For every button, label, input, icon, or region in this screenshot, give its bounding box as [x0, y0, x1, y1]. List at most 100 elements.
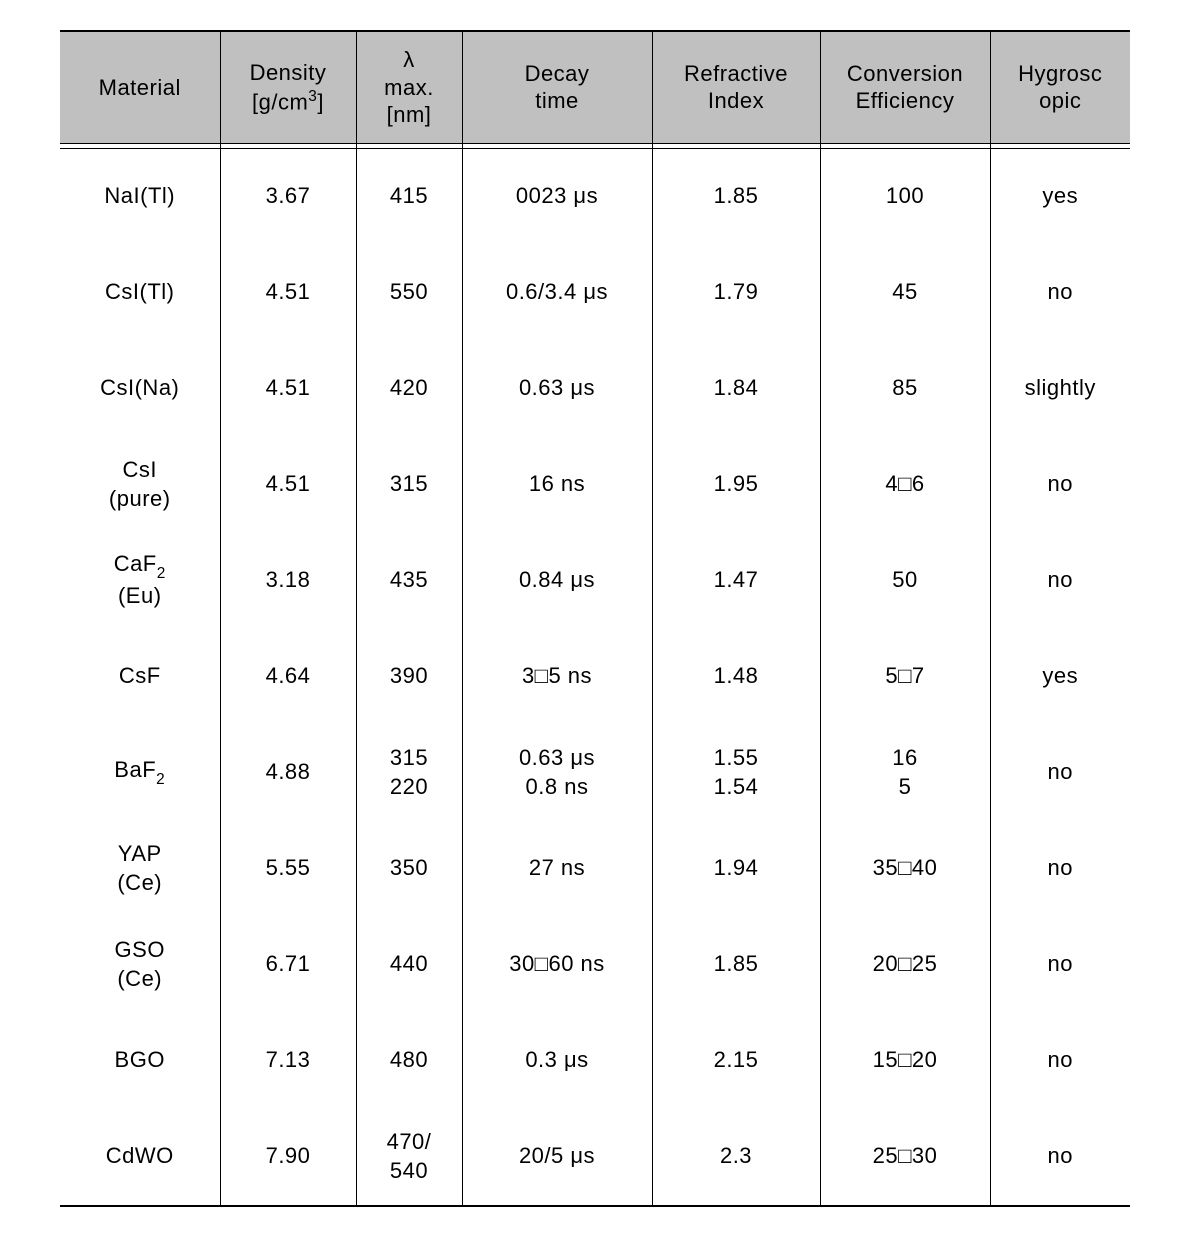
col-header-lambda: λmax.[nm]: [356, 31, 462, 143]
cell-material: NaI(Tl): [60, 148, 220, 245]
table-row: YAP(Ce)5.5535027 ns1.9435□40no: [60, 821, 1130, 917]
cell-lambda: 435: [356, 533, 462, 629]
cell-hygro: no: [990, 533, 1130, 629]
cell-lambda: 470/540: [356, 1109, 462, 1206]
page: MaterialDensity[g/cm3]λmax.[nm]Decaytime…: [0, 0, 1190, 1247]
cell-material: CsI(Na): [60, 341, 220, 437]
cell-conveff: 100: [820, 148, 990, 245]
table-body: NaI(Tl)3.674150023 μs1.85100yesCsI(Tl)4.…: [60, 148, 1130, 1206]
cell-hygro: no: [990, 1109, 1130, 1206]
table-row: BaF24.883152200.63 μs0.8 ns1.551.54165no: [60, 725, 1130, 821]
cell-hygro: no: [990, 245, 1130, 341]
cell-decay: 27 ns: [462, 821, 652, 917]
cell-hygro: yes: [990, 629, 1130, 725]
table-row: BGO7.134800.3 μs2.1515□20no: [60, 1013, 1130, 1109]
cell-decay: 3□5 ns: [462, 629, 652, 725]
table-row: CsI(Na)4.514200.63 μs1.8485slightly: [60, 341, 1130, 437]
cell-material: BaF2: [60, 725, 220, 821]
cell-density: 4.51: [220, 437, 356, 533]
cell-refidx: 1.85: [652, 917, 820, 1013]
cell-refidx: 1.84: [652, 341, 820, 437]
cell-lambda: 315220: [356, 725, 462, 821]
cell-refidx: 1.48: [652, 629, 820, 725]
cell-lambda: 350: [356, 821, 462, 917]
cell-refidx: 1.79: [652, 245, 820, 341]
cell-material: BGO: [60, 1013, 220, 1109]
cell-hygro: no: [990, 917, 1130, 1013]
cell-lambda: 315: [356, 437, 462, 533]
cell-refidx: 1.95: [652, 437, 820, 533]
cell-density: 7.90: [220, 1109, 356, 1206]
cell-lambda: 480: [356, 1013, 462, 1109]
cell-decay: 0.84 μs: [462, 533, 652, 629]
cell-conveff: 45: [820, 245, 990, 341]
cell-conveff: 20□25: [820, 917, 990, 1013]
table-row: CsI(Tl)4.515500.6/3.4 μs1.7945no: [60, 245, 1130, 341]
cell-decay: 16 ns: [462, 437, 652, 533]
cell-hygro: no: [990, 821, 1130, 917]
cell-material: GSO(Ce): [60, 917, 220, 1013]
cell-material: CaF2(Eu): [60, 533, 220, 629]
col-header-refidx: RefractiveIndex: [652, 31, 820, 143]
cell-lambda: 420: [356, 341, 462, 437]
cell-refidx: 2.15: [652, 1013, 820, 1109]
cell-density: 4.51: [220, 341, 356, 437]
cell-decay: 20/5 μs: [462, 1109, 652, 1206]
cell-density: 5.55: [220, 821, 356, 917]
cell-refidx: 1.85: [652, 148, 820, 245]
table-row: CdWO7.90470/54020/5 μs2.325□30no: [60, 1109, 1130, 1206]
cell-refidx: 1.47: [652, 533, 820, 629]
cell-lambda: 550: [356, 245, 462, 341]
table-row: CsI(pure)4.5131516 ns1.954□6no: [60, 437, 1130, 533]
cell-density: 4.51: [220, 245, 356, 341]
col-header-conveff: ConversionEfficiency: [820, 31, 990, 143]
cell-lambda: 390: [356, 629, 462, 725]
cell-lambda: 440: [356, 917, 462, 1013]
table-row: GSO(Ce)6.7144030□60 ns1.8520□25no: [60, 917, 1130, 1013]
cell-conveff: 50: [820, 533, 990, 629]
table-header: MaterialDensity[g/cm3]λmax.[nm]Decaytime…: [60, 31, 1130, 143]
cell-conveff: 5□7: [820, 629, 990, 725]
cell-material: CsF: [60, 629, 220, 725]
cell-material: CsI(pure): [60, 437, 220, 533]
header-row: MaterialDensity[g/cm3]λmax.[nm]Decaytime…: [60, 31, 1130, 143]
cell-hygro: no: [990, 437, 1130, 533]
cell-conveff: 25□30: [820, 1109, 990, 1206]
cell-decay: 30□60 ns: [462, 917, 652, 1013]
scintillator-materials-table: MaterialDensity[g/cm3]λmax.[nm]Decaytime…: [60, 30, 1130, 1207]
table-row: CsF4.643903□5 ns1.485□7yes: [60, 629, 1130, 725]
cell-density: 4.64: [220, 629, 356, 725]
col-header-density: Density[g/cm3]: [220, 31, 356, 143]
cell-refidx: 1.551.54: [652, 725, 820, 821]
cell-conveff: 165: [820, 725, 990, 821]
col-header-decay: Decaytime: [462, 31, 652, 143]
cell-lambda: 415: [356, 148, 462, 245]
table-row: NaI(Tl)3.674150023 μs1.85100yes: [60, 148, 1130, 245]
cell-decay: 0023 μs: [462, 148, 652, 245]
cell-hygro: yes: [990, 148, 1130, 245]
cell-refidx: 1.94: [652, 821, 820, 917]
cell-refidx: 2.3: [652, 1109, 820, 1206]
col-header-hygro: Hygroscopic: [990, 31, 1130, 143]
cell-decay: 0.63 μs0.8 ns: [462, 725, 652, 821]
cell-hygro: slightly: [990, 341, 1130, 437]
cell-density: 3.18: [220, 533, 356, 629]
cell-conveff: 15□20: [820, 1013, 990, 1109]
cell-conveff: 35□40: [820, 821, 990, 917]
cell-conveff: 85: [820, 341, 990, 437]
cell-density: 7.13: [220, 1013, 356, 1109]
cell-density: 3.67: [220, 148, 356, 245]
cell-hygro: no: [990, 725, 1130, 821]
cell-decay: 0.63 μs: [462, 341, 652, 437]
cell-material: YAP(Ce): [60, 821, 220, 917]
cell-decay: 0.3 μs: [462, 1013, 652, 1109]
col-header-material: Material: [60, 31, 220, 143]
cell-decay: 0.6/3.4 μs: [462, 245, 652, 341]
cell-material: CsI(Tl): [60, 245, 220, 341]
table-row: CaF2(Eu)3.184350.84 μs1.4750no: [60, 533, 1130, 629]
cell-density: 4.88: [220, 725, 356, 821]
cell-material: CdWO: [60, 1109, 220, 1206]
cell-density: 6.71: [220, 917, 356, 1013]
cell-hygro: no: [990, 1013, 1130, 1109]
cell-conveff: 4□6: [820, 437, 990, 533]
